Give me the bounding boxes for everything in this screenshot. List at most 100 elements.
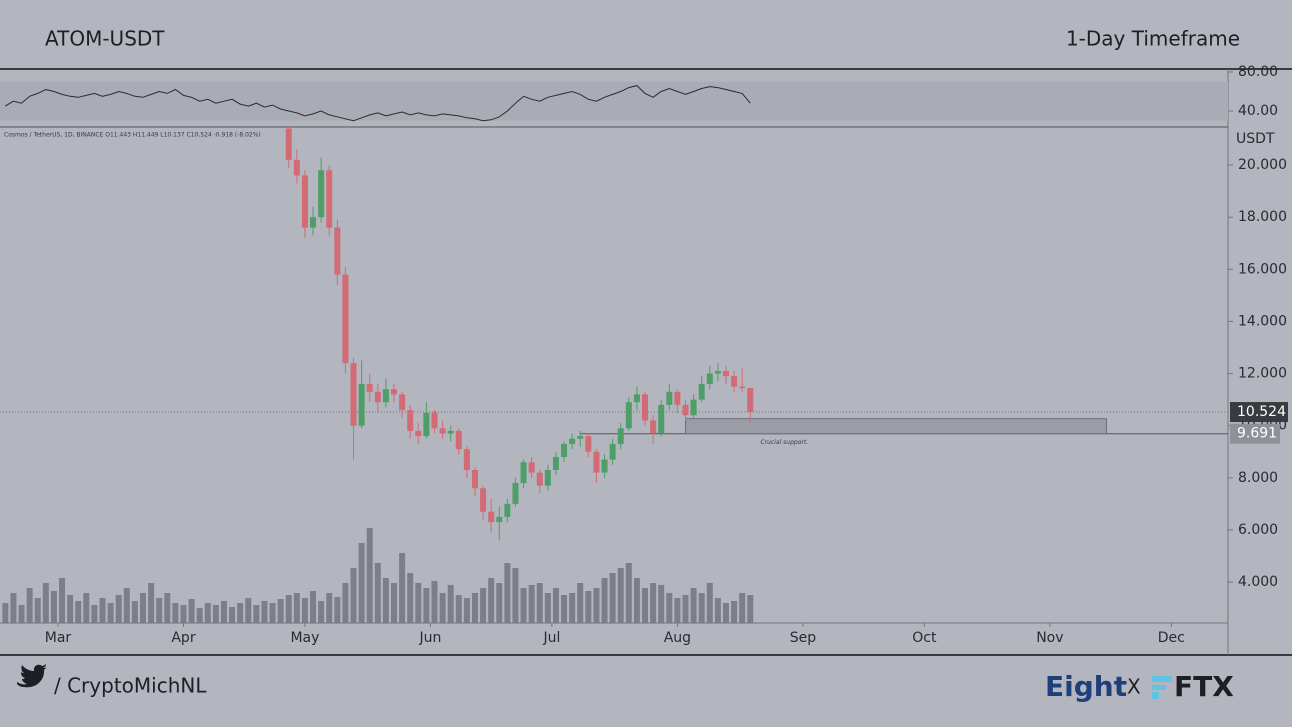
candle-body bbox=[625, 402, 632, 429]
volume-bar bbox=[480, 588, 487, 623]
candle-body bbox=[293, 159, 300, 176]
volume-bar bbox=[682, 595, 689, 623]
currency-label: USDT bbox=[1236, 131, 1275, 147]
volume-bar bbox=[399, 553, 406, 623]
candle-body bbox=[350, 363, 357, 426]
support-price-label: 9.691 bbox=[1237, 426, 1277, 442]
volume-bar bbox=[674, 598, 681, 623]
candle-body bbox=[674, 391, 681, 405]
candle-body bbox=[617, 428, 624, 444]
volume-bar bbox=[293, 593, 300, 623]
symbol-legend: Cosmos / TetherUS, 1D, BINANCE O11.443 H… bbox=[4, 132, 261, 139]
candle-body bbox=[520, 462, 527, 484]
candle-body bbox=[285, 128, 292, 160]
candle-body bbox=[488, 511, 495, 523]
volume-bar bbox=[415, 583, 422, 623]
volume-bar bbox=[739, 593, 746, 623]
candle-body bbox=[439, 428, 446, 434]
candle-body bbox=[358, 383, 365, 426]
volume-bar bbox=[601, 578, 608, 623]
x-tick-label: Oct bbox=[912, 630, 937, 646]
rsi-tick-label: 80.00 bbox=[1238, 64, 1278, 80]
volume-bar bbox=[196, 608, 203, 623]
volume-bar bbox=[706, 583, 713, 623]
volume-bar bbox=[172, 603, 179, 623]
rsi-tick-label: 40.00 bbox=[1238, 103, 1278, 119]
volume-bar bbox=[609, 573, 616, 623]
volume-bar bbox=[690, 588, 697, 623]
volume-bar bbox=[10, 593, 17, 623]
candle-body bbox=[666, 391, 673, 405]
volume-bar bbox=[42, 583, 49, 623]
candle-body bbox=[536, 472, 543, 486]
volume-bar bbox=[350, 568, 357, 623]
candle-body bbox=[561, 443, 568, 457]
candle-body bbox=[528, 462, 535, 473]
volume-bar bbox=[593, 588, 600, 623]
pair-title: ATOM-USDT bbox=[45, 27, 165, 51]
last-price-box bbox=[1230, 402, 1288, 423]
volume-bar bbox=[59, 578, 66, 623]
x-tick-label: Apr bbox=[171, 630, 195, 646]
volume-bar bbox=[642, 588, 649, 623]
volume-bar bbox=[148, 583, 155, 623]
volume-bar bbox=[261, 601, 268, 623]
volume-bar bbox=[75, 601, 82, 623]
volume-bar bbox=[512, 568, 519, 623]
volume-bar bbox=[115, 595, 122, 623]
volume-bar bbox=[277, 599, 284, 623]
volume-bar bbox=[123, 588, 130, 623]
candle-body bbox=[682, 404, 689, 416]
candle-body bbox=[633, 394, 640, 403]
volume-bar bbox=[342, 583, 349, 623]
separator-x: X bbox=[1127, 675, 1141, 699]
volume-bar bbox=[382, 578, 389, 623]
volume-bar bbox=[50, 591, 57, 623]
volume-bar bbox=[722, 603, 729, 623]
candle-body bbox=[552, 456, 559, 471]
rsi-band bbox=[0, 81, 1228, 121]
candle-body bbox=[593, 451, 600, 473]
ftx-icon bbox=[1152, 676, 1172, 699]
volume-bar bbox=[431, 581, 438, 623]
candle-body bbox=[722, 370, 729, 377]
volume-bar bbox=[245, 598, 252, 623]
rsi-line bbox=[5, 85, 751, 122]
candle-body bbox=[374, 391, 381, 403]
candle-body bbox=[463, 449, 470, 471]
eight-logo: Eight bbox=[1045, 670, 1127, 703]
volume-bar bbox=[285, 595, 292, 623]
y-tick-label: 6.000 bbox=[1238, 522, 1278, 538]
candle-body bbox=[342, 274, 349, 364]
candle-body bbox=[609, 443, 616, 460]
volume-bar bbox=[188, 599, 195, 623]
volume-bar bbox=[658, 585, 665, 623]
x-tick-label: Jul bbox=[542, 630, 560, 646]
candle-body bbox=[512, 483, 519, 504]
timeframe: 1-Day Timeframe bbox=[1066, 27, 1240, 51]
volume-bar bbox=[391, 583, 398, 623]
candle-body bbox=[334, 227, 341, 275]
volume-bar bbox=[204, 603, 211, 623]
candle-body bbox=[706, 373, 713, 384]
candle-body bbox=[658, 404, 665, 434]
volume-bar bbox=[455, 595, 462, 623]
volume-bar bbox=[714, 598, 721, 623]
volume-bar bbox=[139, 593, 146, 623]
volume-bar bbox=[374, 563, 381, 623]
volume-bar bbox=[366, 528, 373, 623]
last-price-label: 10.524 bbox=[1237, 404, 1286, 420]
volume-bar bbox=[407, 573, 414, 623]
y-tick-label: 20.000 bbox=[1238, 157, 1287, 173]
x-tick-label: Nov bbox=[1036, 630, 1063, 646]
volume-bar bbox=[99, 598, 106, 623]
candle-body bbox=[577, 436, 584, 439]
candle-body bbox=[391, 389, 398, 395]
volume-bar bbox=[310, 591, 317, 623]
candle-body bbox=[650, 420, 657, 434]
volume-bar bbox=[633, 578, 640, 623]
x-tick-label: Jun bbox=[419, 630, 442, 646]
volume-bar bbox=[666, 593, 673, 623]
candle-body bbox=[431, 412, 438, 429]
